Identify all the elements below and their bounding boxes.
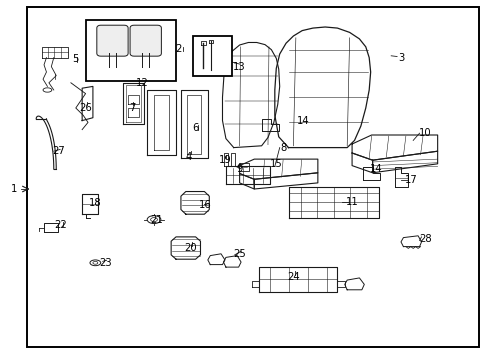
Text: 2: 2 — [175, 44, 182, 54]
Text: 21: 21 — [150, 215, 163, 225]
Text: 11: 11 — [345, 197, 358, 207]
Text: 14: 14 — [369, 164, 382, 174]
Text: 10: 10 — [418, 128, 431, 138]
Text: 17: 17 — [404, 175, 416, 185]
FancyBboxPatch shape — [97, 25, 128, 56]
Text: 25: 25 — [233, 249, 245, 259]
Ellipse shape — [93, 261, 98, 264]
FancyBboxPatch shape — [130, 25, 161, 56]
Text: 5: 5 — [72, 54, 79, 64]
Bar — [85, 20, 176, 81]
Bar — [193, 36, 232, 76]
Text: 24: 24 — [286, 272, 299, 282]
Text: 22: 22 — [55, 220, 67, 230]
Ellipse shape — [90, 260, 101, 266]
Text: 9: 9 — [236, 164, 243, 174]
Text: 18: 18 — [89, 198, 102, 208]
Text: 16: 16 — [199, 200, 211, 210]
Text: 15: 15 — [269, 159, 282, 169]
Text: 12: 12 — [135, 78, 148, 88]
Text: 8: 8 — [280, 143, 286, 153]
Text: 20: 20 — [184, 243, 197, 253]
Text: 19: 19 — [218, 155, 231, 165]
Text: 4: 4 — [185, 152, 191, 162]
Text: 13: 13 — [233, 62, 245, 72]
Text: 14: 14 — [296, 116, 309, 126]
Text: 6: 6 — [192, 123, 199, 133]
Text: 1: 1 — [10, 184, 17, 194]
Ellipse shape — [43, 88, 52, 92]
Ellipse shape — [147, 216, 161, 224]
Ellipse shape — [150, 217, 157, 222]
Text: 23: 23 — [99, 258, 111, 268]
Text: 28: 28 — [418, 234, 431, 244]
Text: 3: 3 — [397, 53, 403, 63]
Text: 27: 27 — [52, 146, 65, 156]
Text: 26: 26 — [79, 103, 92, 113]
Text: 7: 7 — [128, 103, 135, 113]
